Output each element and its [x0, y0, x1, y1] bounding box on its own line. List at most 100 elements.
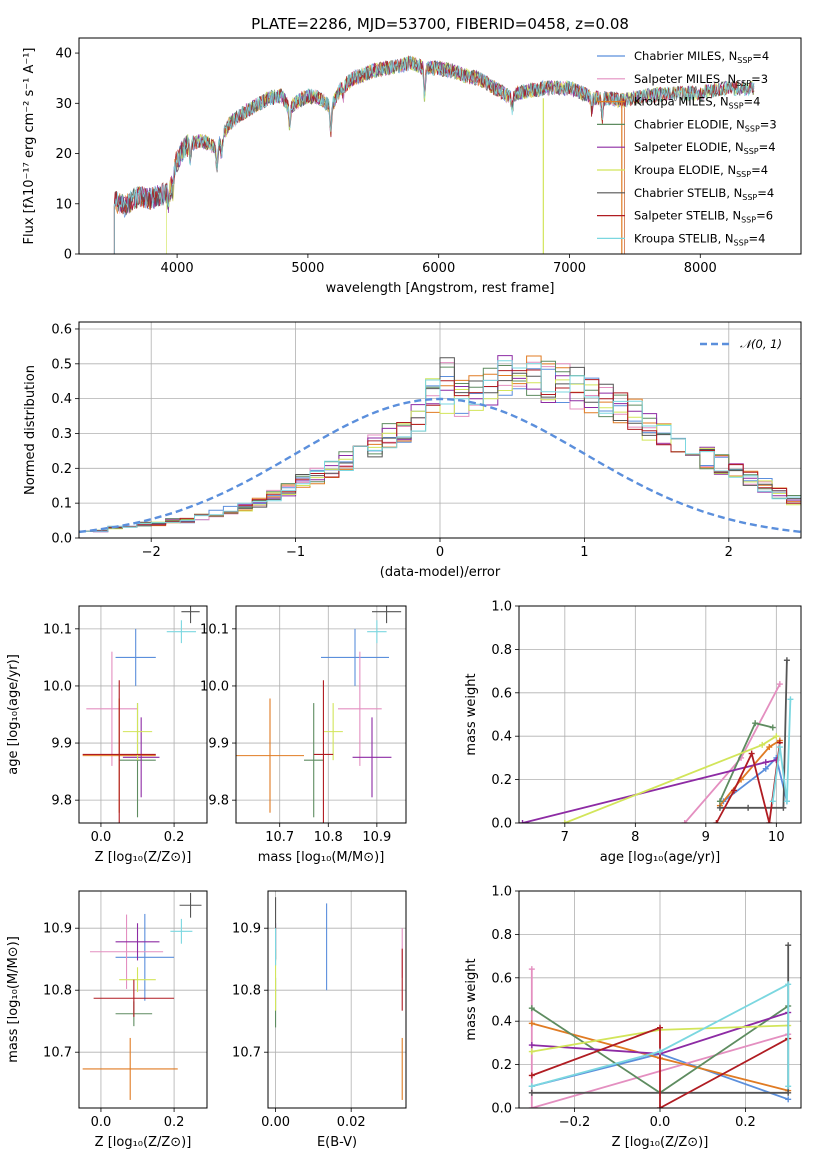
x-tick-label: 0.02 [337, 1115, 366, 1130]
y-axis-label: Flux [fλ10⁻¹⁷ erg cm⁻² s⁻¹ A⁻¹] [22, 48, 37, 245]
axes-frame [518, 605, 802, 824]
y-tick-label: 9.9 [51, 737, 72, 752]
y-tick-label: 10.0 [43, 679, 72, 694]
x-tick-label: 10 [768, 830, 785, 845]
y-axis-label: mass weight [464, 673, 479, 755]
x-tick-label: 0.2 [735, 1115, 756, 1130]
histogram-steps [79, 355, 801, 538]
y-tick-label: 9.8 [51, 794, 72, 809]
legend-entry: Salpeter STELIB, NSSP=6 [634, 209, 773, 225]
x-axis-label: Z [log₁₀(Z/Z⊙)] [95, 850, 192, 865]
axes-frame [518, 890, 802, 1109]
x-tick-label: 0.2 [164, 1115, 185, 1130]
y-tick-label: 10.9 [43, 922, 72, 937]
x-tick-label: 10.8 [314, 830, 343, 845]
x-tick-label: 9 [702, 830, 710, 845]
legend-entry: Salpeter ELODIE, NSSP=4 [634, 140, 776, 156]
x-tick-label: 5000 [291, 261, 324, 276]
y-tick-label: 0.0 [51, 532, 72, 547]
x-tick-label: 10.9 [362, 830, 391, 845]
x-tick-label: 4000 [161, 261, 194, 276]
y-tick-label: 20 [55, 147, 72, 162]
x-tick-label: −0.2 [559, 1115, 591, 1130]
axes-frame [78, 890, 208, 1109]
x-tick-label: −1 [286, 545, 305, 560]
axes-frame [78, 321, 802, 539]
y-tick-label: 10.8 [232, 984, 261, 999]
weight-series [771, 699, 792, 802]
y-tick-label: 30 [55, 97, 72, 112]
y-axis-label: mass weight [464, 958, 479, 1040]
x-axis-label: Z [log₁₀(Z/Z⊙)] [612, 1135, 709, 1150]
y-tick-label: 0.2 [491, 1058, 512, 1073]
y-tick-label: 0.6 [491, 971, 512, 986]
mass-vs-extinction-panel: 0.00 0.02 10.7 10.8 10.9 E(B-V) [232, 890, 407, 1150]
y-axis-label: Normed distribution [23, 365, 38, 495]
y-tick-label: 10.8 [43, 984, 72, 999]
x-axis-label: Z [log₁₀(Z/Z⊙)] [95, 1135, 192, 1150]
axes-frame [78, 37, 802, 255]
legend-entry: Kroupa STELIB, NSSP=4 [634, 231, 765, 247]
x-tick-label: 0 [436, 545, 444, 560]
legend-entry: Kroupa ELODIE, NSSP=4 [634, 163, 768, 179]
spectrum-lines [113, 55, 755, 254]
y-tick-label: 10 [55, 197, 72, 212]
spectrum-series [113, 57, 755, 254]
y-tick-label: 1.0 [491, 600, 512, 615]
y-tick-label: 10.0 [200, 679, 229, 694]
legend-entry: Kroupa MILES, NSSP=4 [634, 95, 760, 111]
y-tick-label: 0.4 [491, 730, 512, 745]
chart-title: PLATE=2286, MJD=53700, FIBERID=0458, z=0… [251, 15, 629, 33]
axes-frame [78, 605, 208, 824]
y-tick-label: 0 [64, 248, 72, 263]
legend-entry: Chabrier MILES, NSSP=4 [634, 49, 769, 65]
weight-series [719, 739, 781, 807]
histogram-series [79, 360, 801, 538]
y-tick-label: 10.7 [232, 1046, 261, 1061]
age-vs-mass-panel: 10.7 10.8 10.9 9.8 9.9 10.0 10.1 mass [log₁₀(M/… [200, 605, 407, 865]
y-tick-label: 1.0 [491, 885, 512, 900]
spectrum-series [166, 56, 755, 254]
y-tick-label: 0.4 [491, 1015, 512, 1030]
x-axis-label: E(B-V) [317, 1135, 357, 1150]
weight-series [531, 982, 790, 1088]
y-tick-label: 0.5 [51, 357, 72, 372]
y-tick-label: 0.8 [491, 928, 512, 943]
weight-series [722, 756, 788, 803]
weight-series [522, 759, 777, 823]
y-tick-label: 9.8 [208, 794, 229, 809]
spectrum-series [113, 55, 755, 254]
weight-series [684, 683, 781, 823]
normal-curve [79, 397, 801, 534]
weight-series [530, 969, 789, 1108]
y-axis-label: mass [log₁₀(M/M⊙)] [6, 936, 21, 1063]
legend-entry: Chabrier STELIB, NSSP=4 [634, 186, 774, 202]
y-tick-label: 0.2 [491, 773, 512, 788]
x-tick-label: 2 [725, 545, 733, 560]
x-tick-label: 10.7 [265, 830, 294, 845]
y-tick-label: 0.0 [491, 817, 512, 832]
x-tick-label: 0.0 [650, 1115, 671, 1130]
weight-lines [519, 657, 794, 823]
x-tick-label: −2 [142, 545, 161, 560]
errorbar-points [82, 892, 202, 1100]
errorbar-points [275, 897, 403, 1100]
y-tick-label: 10.7 [43, 1046, 72, 1061]
x-tick-label: 1 [580, 545, 588, 560]
x-tick-label: 0.00 [261, 1115, 290, 1130]
x-tick-label: 0.0 [91, 1115, 112, 1130]
axes-frame [235, 605, 407, 824]
x-tick-label: 0.2 [164, 830, 185, 845]
residual-histogram-panel: −2 −1 0 1 2 0.0 0.1 0.2 0.3 0.4 0.5 0.6 (data-model)… [23, 321, 802, 580]
x-tick-label: 7000 [553, 261, 586, 276]
y-tick-label: 0.8 [491, 643, 512, 658]
y-tick-label: 40 [55, 47, 72, 62]
y-tick-label: 0.0 [491, 1102, 512, 1117]
spectrum-series [113, 55, 755, 254]
x-axis-label: wavelength [Angstrom, rest frame] [326, 281, 555, 296]
errorbar-points [82, 606, 200, 823]
legend-entry: Chabrier ELODIE, NSSP=3 [634, 117, 777, 133]
spectrum-series [113, 57, 755, 254]
y-tick-label: 10.9 [232, 922, 261, 937]
